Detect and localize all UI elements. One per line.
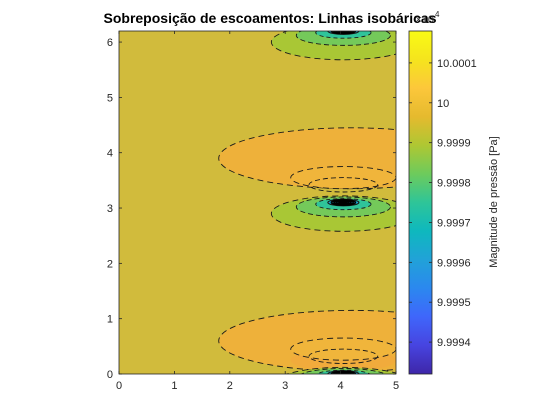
y-tick-label: 4: [107, 148, 113, 160]
x-tick-label: 5: [393, 380, 399, 392]
y-tick-label: 0: [107, 369, 113, 381]
colorbar-ticks: 9.9994 9.9995 9.9996 9.9997 9.9998 9.9999 10 10…: [409, 58, 477, 349]
pressure-ring-upper-inner: [308, 348, 379, 364]
colorbar-tick-label: 9.9997: [437, 217, 471, 229]
x-tick-label: 3: [282, 380, 288, 392]
y-tick-label: 3: [107, 203, 113, 215]
colorbar-tick-label: 9.9998: [437, 178, 471, 190]
y-axis: 0 1 2 3 4 5 6: [107, 37, 396, 381]
colorbar-tick-label: 9.9999: [437, 138, 471, 150]
y-tick-label: 2: [107, 258, 113, 270]
pressure-ring-upper-inner: [308, 177, 379, 193]
contour-layer: [218, 31, 396, 374]
colorbar-tick-label: 10.0001: [437, 58, 477, 70]
plot-area: [118, 30, 397, 375]
colorbar-tick-label: 10: [437, 98, 449, 110]
x-tick-label: 1: [171, 380, 177, 392]
x-axis: 0 1 2 3 4 5: [116, 31, 399, 392]
colorbar-multiplier: ×10: [415, 14, 434, 26]
x-tick-label: 0: [116, 380, 122, 392]
singularity-point: [338, 31, 348, 33]
colorbar-bar: [408, 30, 433, 375]
x-tick-label: 2: [227, 380, 233, 392]
y-tick-label: 6: [107, 37, 113, 49]
chart-title: Sobreposição de escoamentos: Linhas isob…: [104, 10, 437, 26]
colorbar-tick-label: 9.9995: [437, 297, 471, 309]
colorbar-exponent: 4: [435, 10, 440, 19]
singularity-point: [338, 372, 348, 374]
singularity-point: [338, 200, 348, 205]
colorbar-tick-label: 9.9994: [437, 337, 471, 349]
colorbar: 9.9994 9.9995 9.9996 9.9997 9.9998 9.9999 10 10…: [408, 10, 500, 375]
y-tick-label: 5: [107, 92, 113, 104]
colorbar-tick-label: 9.9996: [437, 257, 471, 269]
colorbar-label: Magnitude de pressão [Pa]: [488, 136, 500, 267]
x-tick-label: 4: [338, 380, 344, 392]
y-tick-label: 1: [107, 314, 113, 326]
plot-frame: [118, 30, 397, 375]
